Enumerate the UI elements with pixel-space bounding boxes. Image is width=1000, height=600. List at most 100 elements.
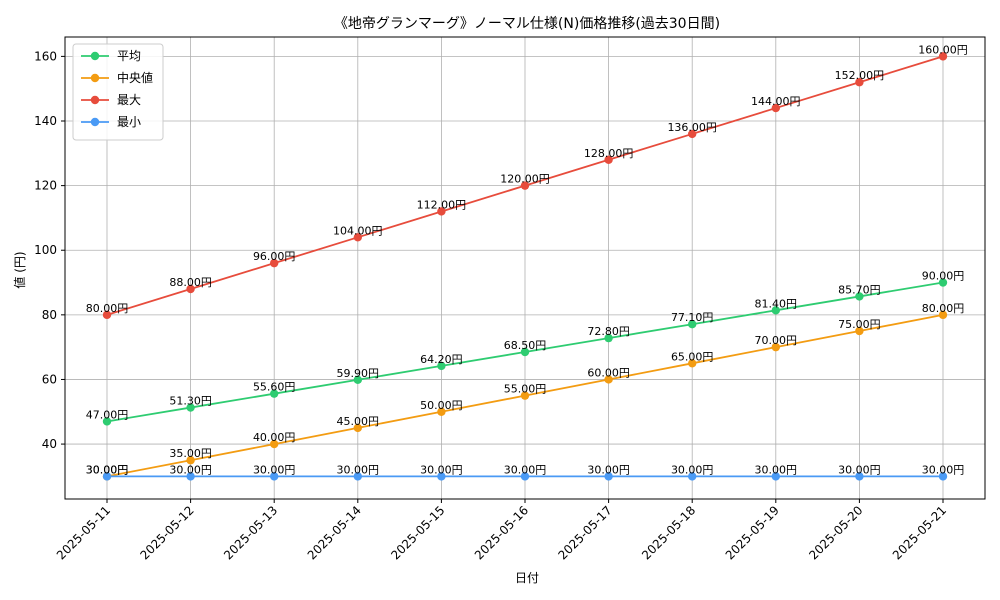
y-tick-label: 140: [34, 114, 57, 128]
x-axis-title: 日付: [515, 571, 539, 585]
data-label: 30.00円: [253, 463, 296, 476]
data-label: 120.00円: [500, 173, 550, 186]
data-point: [938, 310, 948, 320]
data-label: 30.00円: [169, 463, 212, 476]
data-point: [938, 278, 948, 287]
data-label: 152.00円: [835, 69, 885, 82]
data-point: [520, 391, 530, 400]
data-label: 128.00円: [584, 147, 634, 160]
data-label: 60.00円: [587, 366, 630, 379]
series-lines: [102, 52, 948, 481]
y-tick-label: 100: [34, 243, 57, 257]
data-point: [855, 472, 864, 481]
data-label: 59.90円: [337, 367, 380, 380]
data-point: [270, 439, 279, 449]
data-point: [186, 284, 195, 294]
data-label: 30.00円: [504, 463, 547, 476]
data-point: [353, 472, 362, 481]
data-label: 64.20円: [420, 353, 463, 366]
legend-marker: [90, 95, 100, 105]
data-point: [270, 389, 279, 398]
data-point: [604, 375, 613, 384]
data-label: 30.00円: [420, 463, 463, 476]
data-label: 30.00円: [755, 463, 798, 476]
data-label: 30.00円: [671, 463, 714, 476]
data-label: 88.00円: [169, 276, 212, 289]
data-point: [604, 472, 613, 481]
data-point: [771, 103, 780, 113]
data-label: 35.00円: [169, 447, 212, 460]
data-label: 30.00円: [86, 463, 129, 476]
data-point: [520, 472, 530, 481]
data-point: [855, 78, 864, 87]
legend-box: [72, 43, 164, 141]
y-tick-label: 160: [34, 49, 57, 63]
data-point: [520, 181, 530, 190]
data-label: 51.30円: [169, 395, 212, 408]
legend-marker: [90, 117, 100, 127]
data-point: [270, 472, 279, 481]
data-point: [688, 129, 697, 139]
y-tick-label: 80: [42, 308, 57, 322]
data-label: 80.00円: [86, 302, 129, 315]
data-point: [437, 407, 446, 416]
data-point: [353, 375, 362, 384]
data-point: [771, 472, 780, 481]
data-point: [186, 403, 195, 412]
data-point: [102, 417, 112, 426]
data-label: 81.40円: [755, 297, 798, 310]
data-label: 85.70円: [838, 283, 881, 296]
data-point: [771, 306, 780, 315]
data-point: [771, 342, 780, 352]
data-label: 30.00円: [838, 463, 881, 476]
y-tick-label: 40: [42, 437, 57, 451]
legend-label: 最小: [117, 115, 141, 129]
data-label: 47.00円: [86, 408, 129, 421]
data-label: 112.00円: [417, 198, 467, 211]
data-label: 144.00円: [751, 95, 801, 108]
data-point: [437, 472, 446, 481]
legend-marker: [90, 73, 100, 83]
y-axis-title: 値 (円): [12, 251, 27, 288]
data-label: 45.00円: [337, 415, 380, 428]
legend-marker: [90, 51, 100, 61]
data-label: 75.00円: [838, 318, 881, 331]
data-label: 30.00円: [86, 463, 129, 476]
data-point: [186, 456, 195, 465]
data-point: [688, 472, 697, 481]
data-point: [688, 359, 697, 368]
data-label: 55.60円: [253, 381, 296, 394]
data-label: 96.00円: [253, 250, 296, 263]
data-point: [938, 52, 948, 61]
data-point: [604, 333, 613, 343]
data-label: 77.10円: [671, 311, 714, 324]
data-label: 90.00円: [922, 270, 965, 283]
data-point: [855, 292, 864, 301]
data-label: 65.00円: [671, 350, 714, 363]
data-point: [186, 472, 195, 481]
data-point: [102, 310, 112, 320]
data-label: 30.00円: [587, 463, 630, 476]
data-label: 136.00円: [667, 121, 717, 134]
data-label: 30.00円: [922, 463, 965, 476]
data-point: [938, 472, 948, 481]
legend-label: 最大: [117, 93, 141, 107]
data-label: 104.00円: [333, 224, 383, 237]
data-label: 50.00円: [420, 399, 463, 412]
data-point: [270, 258, 279, 268]
y-tick-label: 60: [42, 372, 57, 386]
y-tick-label: 120: [34, 179, 57, 193]
data-label: 68.50円: [504, 339, 547, 352]
data-label: 55.00円: [504, 383, 547, 396]
legend-label: 中央値: [117, 70, 153, 85]
data-point: [353, 233, 362, 242]
chart-title: 《地帝グランマーグ》ノーマル仕様(N)価格推移(過去30日間): [334, 16, 720, 32]
data-label: 80.00円: [922, 302, 965, 315]
data-point: [102, 472, 112, 481]
y-axis-ticks: 40 60 80 100 120 140 160: [34, 49, 65, 451]
data-label: 30.00円: [337, 463, 380, 476]
data-label: 70.00円: [755, 334, 798, 347]
data-point: [604, 155, 613, 164]
data-point: [520, 347, 530, 357]
